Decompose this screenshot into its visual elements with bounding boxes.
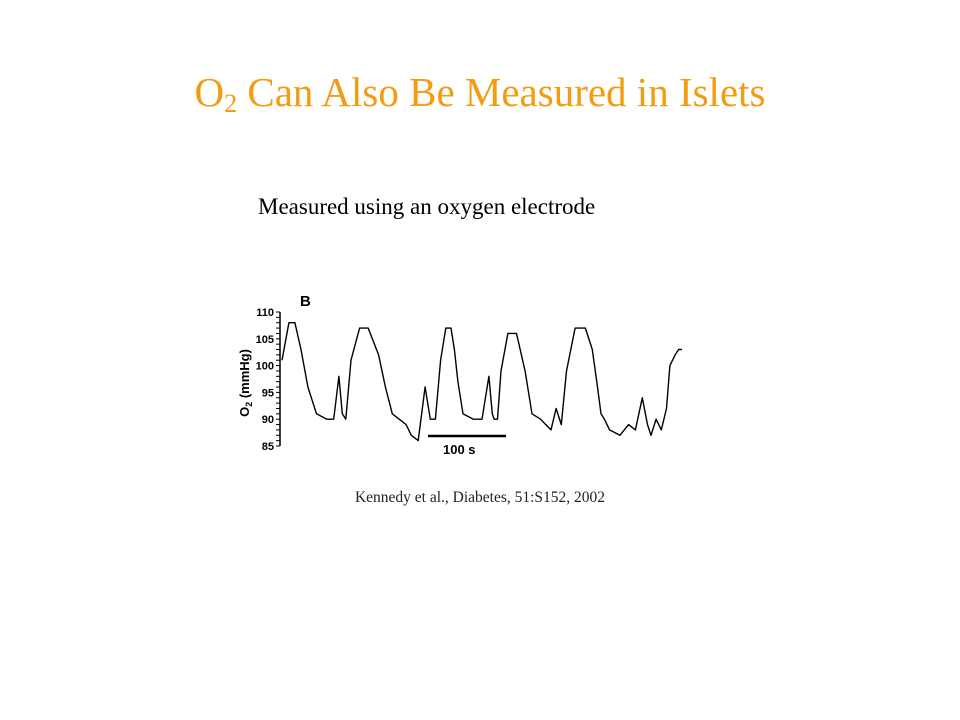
y-axis-label-unit: (mmHg) [237,349,252,402]
oxygen-trace-line [281,322,682,442]
title-subscript-2: 2 [224,89,238,118]
oxygen-trace-figure: B O2 (mmHg) 110 105 100 95 90 85 100 s [222,288,692,468]
y-tick-label: 85 [262,441,274,453]
scale-bar-label: 100 s [443,442,476,457]
slide-subtitle: Measured using an oxygen electrode [258,194,596,219]
y-tick-label: 90 [262,414,274,426]
y-axis-label-o: O [237,407,252,417]
oxygen-trace-chart: B O2 (mmHg) 110 105 100 95 90 85 100 s [237,293,682,457]
y-tick-label: 100 [256,361,274,373]
y-tick-label: 110 [256,307,274,319]
y-axis-label-sub: 2 [244,402,254,407]
y-tick-label: 105 [256,334,274,346]
y-ticks: 110 105 100 95 90 85 [256,307,280,453]
slide-title: O2 Can Also Be Measured in Islets [0,68,960,118]
y-axis-label: O2 (mmHg) [237,349,254,417]
title-rest: Can Also Be Measured in Islets [237,69,766,115]
citation: Kennedy et al., Diabetes, 51:S152, 2002 [354,489,606,506]
panel-label: B [300,293,311,310]
y-tick-label: 95 [262,387,274,399]
title-o-letter: O [194,69,225,115]
